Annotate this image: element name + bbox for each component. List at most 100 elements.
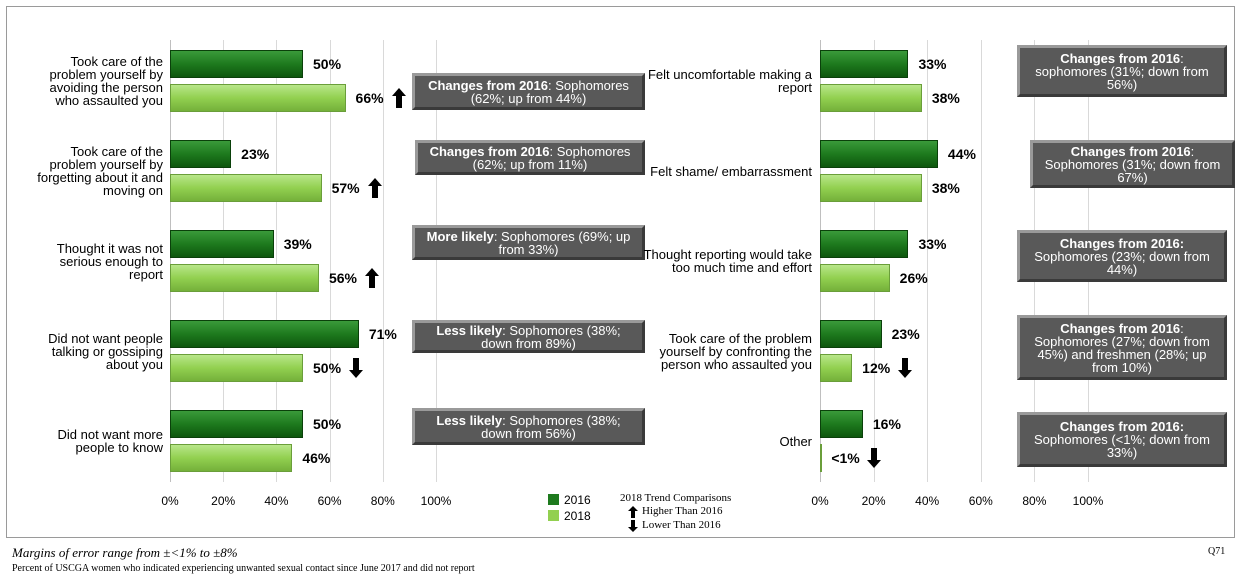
category-label: Other — [779, 433, 812, 449]
category-label: Took care of the problem yourself by for… — [37, 144, 163, 198]
grid-line — [820, 40, 821, 482]
annotation-bold: Changes from 2016 — [1070, 143, 1191, 159]
annotation-body: : Sophomores (62%; up from 11%) — [472, 143, 631, 172]
bar — [820, 444, 822, 472]
trend-legend-up: Higher Than 2016 — [642, 505, 723, 517]
bar — [820, 264, 890, 292]
trend-arrow — [364, 268, 379, 288]
value-label: 57% — [331, 180, 360, 196]
legend-up-arrow — [628, 506, 638, 518]
annotation-body: : Sophomores (31%; down from 67%) — [1044, 143, 1221, 185]
bar — [820, 320, 882, 348]
x-tick-label: 0% — [161, 494, 179, 508]
annotation-box: Changes from 2016: Sophomores (27%; down… — [1017, 315, 1227, 380]
value-label: 23% — [891, 326, 920, 342]
x-tick-label: 100% — [420, 494, 452, 508]
annotation-body: : Sophomores (38%; down from 56%) — [481, 412, 621, 441]
value-label: 33% — [918, 236, 947, 252]
bar — [170, 50, 303, 78]
value-label: 66% — [355, 90, 384, 106]
annotation-box: Changes from 2016: Sophomores (23%; down… — [1017, 230, 1227, 282]
annotation-box: Changes from 2016: Sophomores (62%; up f… — [412, 73, 645, 110]
value-label: 38% — [931, 90, 960, 106]
x-tick-label: 100% — [1072, 494, 1104, 508]
category-label: Felt uncomfortable making a report — [647, 67, 812, 95]
bar — [170, 444, 293, 472]
annotation-body: Sophomores (<1%; down from 33%) — [1034, 432, 1210, 460]
x-tick-label: 60% — [317, 494, 342, 508]
x-tick-label: 0% — [811, 494, 829, 508]
value-label: 16% — [872, 416, 901, 432]
trend-arrow — [367, 178, 382, 198]
annotation-box: Less likely: Sophomores (38%; down from … — [412, 408, 645, 445]
grid-line — [980, 40, 982, 482]
legend-down-arrow — [628, 520, 638, 532]
margin-note: Margins of error range from ±<1% to ±8% — [12, 545, 238, 560]
value-label: 38% — [931, 180, 960, 196]
question-id: Q71 — [1208, 546, 1226, 557]
annotation-body: : Sophomores (27%; down from 45%) and fr… — [1034, 320, 1210, 375]
legend-swatch — [548, 494, 559, 505]
value-label: 46% — [302, 450, 331, 466]
value-label: <1% — [831, 450, 860, 466]
value-label: 39% — [283, 236, 312, 252]
bar — [170, 230, 274, 258]
category-label: Took care of the problem yourself by avo… — [49, 54, 163, 108]
legend-label: 2016 — [564, 493, 591, 507]
bar — [170, 140, 232, 168]
grid-line — [223, 40, 225, 482]
value-label: 50% — [313, 56, 342, 72]
annotation-body: : Sophomores (38%; down from 89%) — [481, 322, 621, 351]
annotation-bold: Less likely — [436, 412, 503, 428]
annotation-text: Changes from 2016: sophomores (31%; down… — [1028, 52, 1216, 91]
annotation-bold: Changes from 2016 — [428, 77, 548, 93]
annotation-bold: Changes from 2016 — [1060, 320, 1181, 336]
value-label: 50% — [313, 416, 342, 432]
annotation-text: Changes from 2016: Sophomores (31%; down… — [1041, 145, 1224, 184]
annotation-bold: Changes from 2016: — [1059, 419, 1185, 434]
bar — [820, 174, 922, 202]
value-label: 23% — [241, 146, 270, 162]
category-label: Thought reporting would take too much ti… — [643, 247, 812, 275]
annotation-body: : Sophomores (62%; up from 44%) — [470, 77, 629, 106]
x-tick-label: 60% — [968, 494, 993, 508]
legend-swatch — [548, 510, 559, 521]
annotation-text: Changes from 2016: Sophomores (23%; down… — [1028, 237, 1216, 276]
bar — [170, 410, 303, 438]
trend-arrow — [898, 358, 913, 378]
annotation-bold: Changes from 2016 — [429, 143, 550, 159]
grid-line — [329, 40, 331, 482]
annotation-box: Changes from 2016: sophomores (31%; down… — [1017, 45, 1227, 97]
annotation-bold: Changes from 2016: — [1059, 235, 1185, 251]
bar — [820, 84, 922, 112]
x-tick-label: 80% — [370, 494, 395, 508]
annotation-body: : Sophomores (69%; up from 33%) — [493, 228, 631, 257]
annotation-text: Changes from 2016: Sophomores (62%; up f… — [426, 145, 634, 171]
value-label: 33% — [918, 56, 947, 72]
annotation-bold: More likely — [426, 228, 494, 244]
bar — [170, 354, 303, 382]
annotation-text: Changes from 2016: Sophomores (27%; down… — [1028, 322, 1216, 374]
bar — [820, 50, 909, 78]
annotation-bold: Changes from 2016 — [1060, 50, 1181, 66]
bar — [170, 264, 319, 292]
chart-frame — [6, 6, 1235, 538]
annotation-box: Changes from 2016: Sophomores (31%; down… — [1030, 140, 1235, 188]
annotation-text: Less likely: Sophomores (38%; down from … — [423, 414, 634, 440]
trend-arrow — [867, 448, 882, 468]
grid-line — [436, 40, 437, 482]
annotation-body: Sophomores (23%; down from 44%) — [1034, 248, 1210, 277]
x-tick-label: 40% — [264, 494, 289, 508]
value-label: 56% — [328, 270, 357, 286]
annotation-box: Changes from 2016: Sophomores (<1%; down… — [1017, 412, 1227, 467]
population-note: Percent of USCGA women who indicated exp… — [12, 563, 475, 574]
category-label: Thought it was not serious enough to rep… — [56, 240, 163, 282]
annotation-text: Less likely: Sophomores (38%; down from … — [423, 324, 634, 350]
bar — [820, 140, 938, 168]
trend-legend-down: Lower Than 2016 — [642, 519, 721, 531]
annotation-bold: Less likely — [436, 322, 503, 338]
category-label: Took care of the problem yourself by con… — [659, 330, 812, 372]
trend-legend-title: 2018 Trend Comparisons — [620, 492, 732, 504]
trend-arrow — [349, 358, 363, 378]
value-label: 44% — [947, 146, 976, 162]
